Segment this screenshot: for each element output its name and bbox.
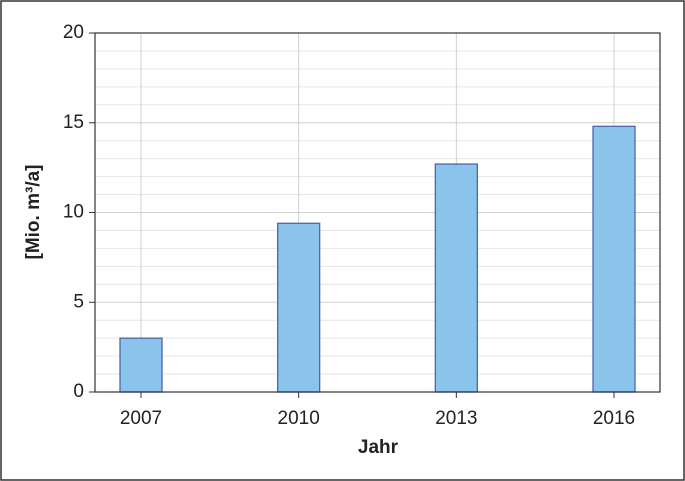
x-axis-title: Jahr (358, 437, 399, 458)
y-tick-label: 5 (73, 291, 84, 312)
x-tick-label: 2016 (593, 408, 635, 429)
x-tick-label: 2013 (435, 408, 477, 429)
bar (434, 163, 478, 393)
x-tick-label: 2010 (278, 408, 320, 429)
bar (277, 222, 321, 393)
y-axis-title: [Mio. m³/a] (23, 165, 44, 260)
x-tick-label: 2007 (120, 408, 162, 429)
grid (95, 32, 660, 393)
y-tick-label: 15 (63, 112, 84, 133)
bar (119, 337, 163, 393)
bar (592, 125, 636, 393)
y-tick-label: 20 (63, 22, 84, 43)
y-tick-label: 10 (63, 202, 84, 223)
y-tick-label: 0 (73, 381, 84, 402)
